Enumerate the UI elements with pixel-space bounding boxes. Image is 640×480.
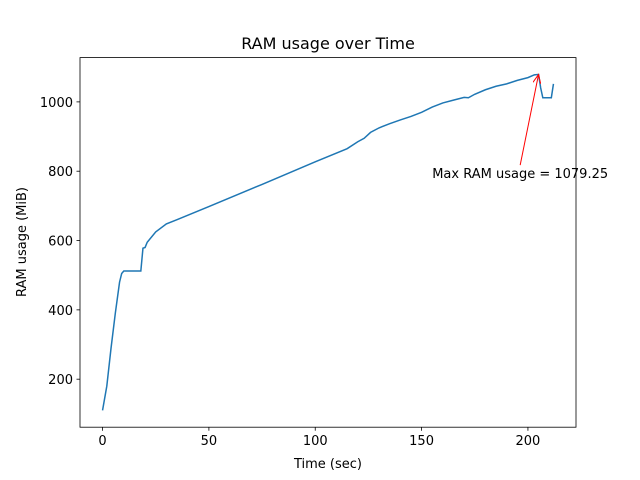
annotation-arrow — [519, 74, 538, 166]
chart-title: RAM usage over Time — [241, 34, 415, 53]
data-line — [101, 73, 555, 411]
x-axis-label: Time (sec) — [293, 457, 362, 472]
y-tick-label: 1000 — [40, 96, 73, 111]
x-tick-label: 100 — [303, 434, 328, 449]
y-tick-label: 600 — [48, 235, 73, 250]
y-axis-label: RAM usage (MiB) — [15, 187, 30, 297]
annotation-text: Max RAM usage = 1079.25 — [432, 167, 608, 182]
x-tick-label: 200 — [516, 434, 541, 449]
y-tick-label: 200 — [48, 373, 73, 388]
x-tick-label: 150 — [409, 434, 434, 449]
y-tick-label: 800 — [48, 165, 73, 180]
x-tick-label: 50 — [201, 434, 218, 449]
y-tick-label: 400 — [48, 304, 73, 319]
axes-frame — [79, 57, 577, 428]
x-tick-label: 0 — [98, 434, 106, 449]
